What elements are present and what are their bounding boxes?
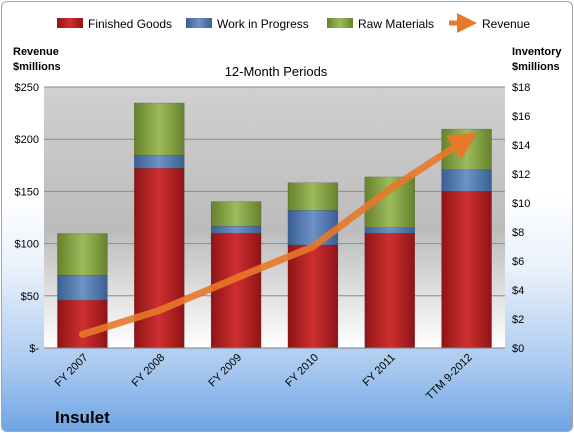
legend-label-work-in-progress: Work in Progress xyxy=(217,17,309,31)
x-tick-label: FY 2007 xyxy=(53,352,91,390)
x-tick-label: FY 2008 xyxy=(130,352,168,390)
revenue-line xyxy=(78,132,478,338)
legend: Finished Goods Work in Progress Raw Mate… xyxy=(57,13,530,33)
gridlines xyxy=(44,86,505,297)
bar-work-in-progress xyxy=(210,225,262,234)
left-axis-title-line2: $millions xyxy=(13,61,61,73)
legend-label-revenue: Revenue xyxy=(482,17,530,31)
legend-swatch-raw-materials xyxy=(327,18,353,28)
bar-raw-materials xyxy=(210,201,262,227)
plot-area xyxy=(44,87,505,348)
legend-swatch-finished-goods xyxy=(57,18,83,28)
x-tick-label: TTM 9-2012 xyxy=(424,352,475,403)
right-tick-label: $6 xyxy=(512,256,524,268)
x-tick-label: FY 2010 xyxy=(283,352,321,390)
bar-finished-goods xyxy=(287,244,339,349)
x-axis-ticks: FY 2007 FY 2008 FY 2009 FY 2010 FY 2011 TTM 9… xyxy=(53,352,475,403)
right-tick-label: $4 xyxy=(512,285,524,297)
right-tick-label: $2 xyxy=(512,314,524,326)
revenue-arrow xyxy=(78,132,478,338)
bar-work-in-progress xyxy=(441,169,492,192)
x-tick-label: FY 2011 xyxy=(361,352,398,389)
bar-work-in-progress xyxy=(287,210,339,246)
right-tick-label: $12 xyxy=(512,169,530,181)
left-tick-label: $100 xyxy=(15,239,39,251)
bar-finished-goods xyxy=(134,167,185,349)
right-tick-label: $0 xyxy=(512,343,524,355)
bar-finished-goods xyxy=(210,233,262,349)
left-tick-label: $150 xyxy=(15,186,39,198)
bar-work-in-progress xyxy=(134,154,185,169)
bar-raw-materials xyxy=(287,182,339,211)
left-tick-label: $50 xyxy=(21,291,39,303)
x-tick-label: FY 2009 xyxy=(206,352,244,390)
bar-finished-goods xyxy=(364,233,415,349)
right-axis-title-line2: $millions xyxy=(512,61,560,73)
left-axis-ticks: $- $50 $100 $150 $200 $250 xyxy=(15,82,40,355)
bar-work-in-progress xyxy=(57,275,108,301)
legend-label-finished-goods: Finished Goods xyxy=(88,17,172,31)
bar-finished-goods xyxy=(441,191,492,349)
right-tick-label: $18 xyxy=(512,82,530,94)
left-tick-label: $200 xyxy=(15,134,39,146)
left-tick-label: $- xyxy=(29,343,39,355)
chart-subtitle: 12-Month Periods xyxy=(225,64,328,79)
right-axis-title-line1: Inventory xyxy=(512,46,562,58)
legend-swatch-work-in-progress xyxy=(186,18,212,28)
bar-finished-goods xyxy=(57,299,108,349)
left-tick-label: $250 xyxy=(15,82,39,94)
bar-raw-materials xyxy=(134,102,185,156)
right-tick-label: $16 xyxy=(512,111,530,123)
right-tick-label: $8 xyxy=(512,227,524,239)
bar-raw-materials xyxy=(57,233,108,276)
company-name: Insulet xyxy=(55,408,110,427)
right-tick-label: $10 xyxy=(512,198,530,210)
legend-label-raw-materials: Raw Materials xyxy=(358,17,434,31)
left-axis-title-line1: Revenue xyxy=(13,46,59,58)
bar-work-in-progress xyxy=(364,227,415,234)
right-tick-label: $14 xyxy=(512,140,530,152)
right-axis-ticks: $0 $2 $4 $6 $8 $10 $12 $14 $16 $18 xyxy=(512,82,530,355)
bar-stacks xyxy=(57,102,492,349)
